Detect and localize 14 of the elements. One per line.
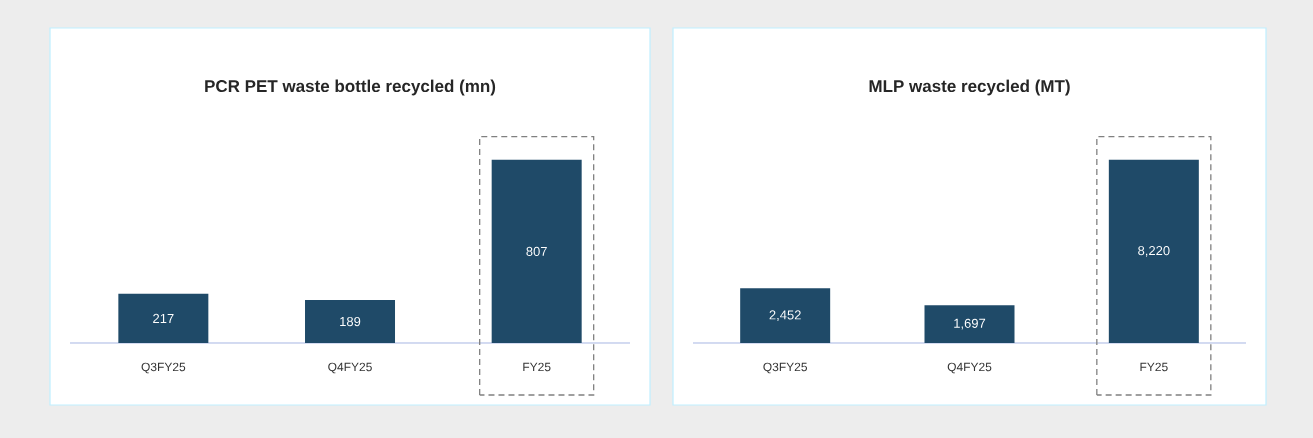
x-tick-label: Q3FY25 xyxy=(141,362,186,374)
chart-title: PCR PET waste bottle recycled (mn) xyxy=(205,79,496,96)
data-label: 8,220 xyxy=(1138,246,1170,257)
data-label: 807 xyxy=(526,246,547,256)
x-tick-label: Q3FY25 xyxy=(763,362,808,374)
x-tick-label: FY25 xyxy=(1140,362,1168,372)
data-label: 189 xyxy=(340,316,361,327)
data-label: 217 xyxy=(153,313,174,323)
data-label: 2,452 xyxy=(769,310,801,322)
x-tick-label: FY25 xyxy=(523,362,551,372)
data-label: 1,697 xyxy=(954,318,986,330)
chart-title: MLP waste recycled (MT) xyxy=(869,79,1070,96)
x-tick-label: Q4FY25 xyxy=(328,362,372,374)
x-tick-label: Q4FY25 xyxy=(947,362,992,374)
